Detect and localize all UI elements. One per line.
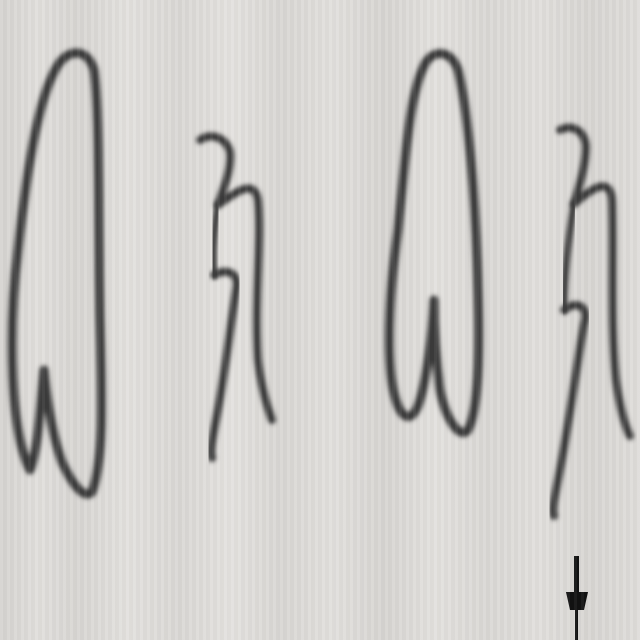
pen-marker-icon bbox=[566, 556, 588, 640]
glyph-3-stroke bbox=[384, 49, 484, 437]
glyph-4-stroke bbox=[549, 123, 634, 520]
glyph-1-stroke bbox=[7, 48, 107, 499]
glyph-2-stroke bbox=[196, 132, 276, 462]
